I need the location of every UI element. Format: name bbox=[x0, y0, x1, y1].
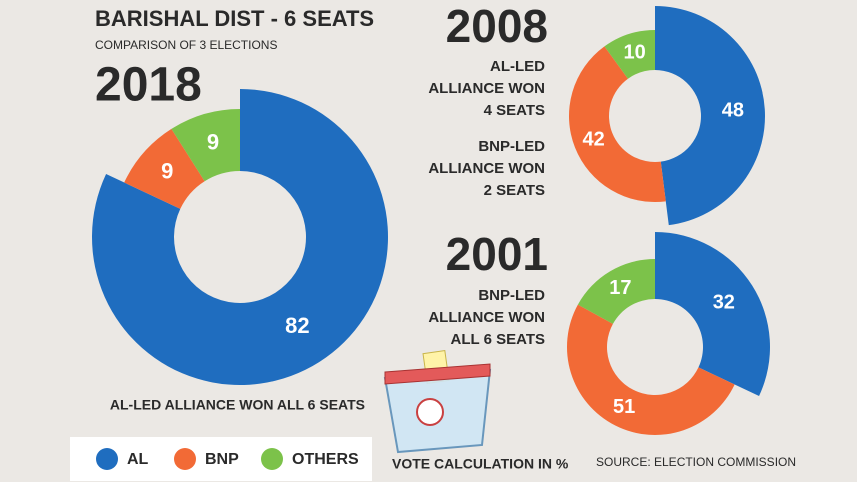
annotation: 2 SEATS bbox=[484, 182, 545, 199]
value-label: 82 bbox=[285, 313, 309, 338]
subtitle: COMPARISON OF 3 ELECTIONS bbox=[95, 38, 277, 52]
legend-swatch bbox=[96, 448, 118, 470]
donut-slice bbox=[92, 89, 388, 386]
donut-slice bbox=[577, 259, 655, 324]
title: BARISHAL DIST - 6 SEATS bbox=[95, 6, 374, 31]
donut-slice bbox=[655, 6, 765, 226]
donut-slice bbox=[124, 128, 205, 209]
annotation: ALLIANCE WON bbox=[428, 160, 545, 177]
value-label: 32 bbox=[713, 292, 735, 314]
value-label: 17 bbox=[609, 277, 631, 299]
ballot-box-icon bbox=[383, 350, 492, 454]
legend-box bbox=[70, 437, 372, 481]
value-label: 9 bbox=[161, 159, 173, 184]
source: SOURCE: ELECTION COMMISSION bbox=[596, 455, 796, 469]
year-title: 2008 bbox=[446, 0, 548, 52]
annotation: ALLIANCE WON bbox=[428, 309, 545, 326]
year-title: 2001 bbox=[446, 228, 548, 280]
legend-label: AL bbox=[127, 451, 149, 468]
value-label: 42 bbox=[583, 129, 605, 151]
legend-swatch bbox=[174, 448, 196, 470]
annotation: ALLIANCE WON bbox=[428, 80, 545, 97]
legend-label: OTHERS bbox=[292, 451, 359, 468]
donut-slice bbox=[604, 30, 655, 79]
value-label: 51 bbox=[613, 396, 635, 418]
donut-slice bbox=[567, 304, 735, 436]
value-label: 10 bbox=[623, 42, 645, 64]
annotation: AL-LED bbox=[490, 58, 545, 75]
annotation: ALL 6 SEATS bbox=[451, 331, 545, 348]
donut-slice bbox=[569, 46, 666, 203]
donut-slice bbox=[171, 109, 240, 182]
annotation: 4 SEATS bbox=[484, 102, 545, 119]
legend-swatch bbox=[261, 448, 283, 470]
value-label: 9 bbox=[207, 130, 219, 155]
legend-label: BNP bbox=[205, 451, 239, 468]
year-title: 2018 bbox=[95, 59, 202, 112]
footer-note: VOTE CALCULATION IN % bbox=[392, 456, 569, 472]
annotation: BNP-LED bbox=[478, 287, 545, 304]
value-label: 48 bbox=[722, 99, 744, 121]
donut-slice bbox=[655, 232, 770, 396]
annotation: BNP-LED bbox=[478, 138, 545, 155]
annotation: AL-LED ALLIANCE WON ALL 6 SEATS bbox=[110, 397, 365, 413]
